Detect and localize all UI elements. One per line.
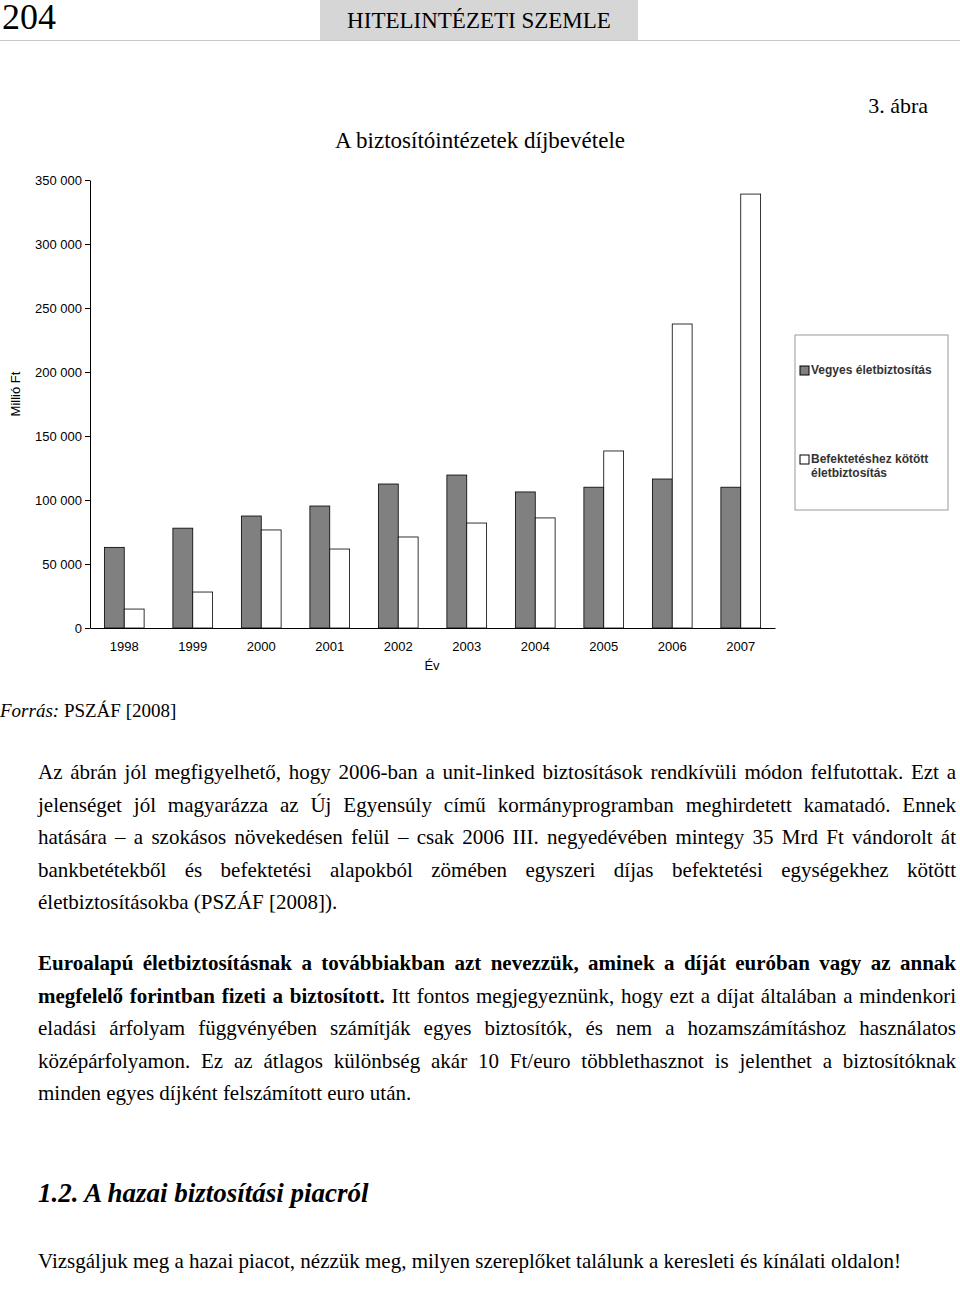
bar (604, 451, 624, 628)
bar (447, 475, 467, 628)
legend-swatch (800, 455, 809, 464)
bar (241, 516, 261, 628)
bar (173, 528, 193, 628)
y-tick: 300 000 (35, 237, 90, 252)
x-tick-label: 2007 (726, 639, 755, 654)
x-tick-label: 2004 (521, 639, 550, 654)
section-heading: 1.2. A hazai biztosítási piacról (38, 1178, 369, 1209)
y-tick-label: 150 000 (35, 429, 82, 444)
paragraph: Az ábrán jól megfigyelhető, hogy 2006-ba… (38, 756, 956, 919)
x-tick-label: 2006 (658, 639, 687, 654)
y-tick-mark (85, 180, 90, 181)
y-tick: 50 000 (42, 557, 90, 572)
y-tick: 150 000 (35, 429, 90, 444)
legend: Vegyes életbiztosítás Befektetéshez kötöt… (795, 335, 948, 510)
y-tick-label: 100 000 (35, 493, 82, 508)
x-axis: 1998 1999 2000 2001 2002 2003 2004 2005 2006 2007 (91, 628, 776, 654)
y-tick: 100 000 (35, 493, 90, 508)
y-axis: 0 50 000 100 000 150 000 200 000 250 000 300 0… (35, 173, 91, 636)
legend-label: Vegyes életbiztosítás (811, 363, 932, 377)
bar (378, 484, 398, 628)
y-tick-mark (85, 372, 90, 373)
x-tick-label: 2000 (247, 639, 276, 654)
x-axis-title: Év (424, 658, 440, 673)
x-tick-label: 2002 (384, 639, 413, 654)
bar (672, 324, 692, 628)
x-tick-label: 2003 (452, 639, 481, 654)
x-tick-label: 2001 (315, 639, 344, 654)
bar (535, 518, 555, 628)
x-tick: 1998 (110, 628, 139, 654)
figure-label: 3. ábra (868, 93, 928, 119)
bar (741, 194, 761, 628)
bar (104, 547, 124, 628)
y-tick-label: 200 000 (35, 365, 82, 380)
y-tick-mark (85, 244, 90, 245)
y-tick: 350 000 (35, 173, 90, 188)
bar (515, 492, 535, 628)
x-tick: 2003 (452, 628, 481, 654)
x-tick: 2001 (315, 628, 344, 654)
x-tick-label: 1999 (178, 639, 207, 654)
source-text: PSZÁF [2008] (64, 700, 176, 721)
x-tick: 2007 (726, 628, 755, 654)
x-tick-label: 1998 (110, 639, 139, 654)
y-tick-label: 250 000 (35, 301, 82, 316)
paragraph: Euroalapú életbiztosításnak a továbbiakb… (38, 947, 956, 1110)
source-label: Forrás: (0, 700, 59, 721)
header-rule (0, 40, 960, 41)
y-tick-mark (85, 436, 90, 437)
source: Forrás: PSZÁF [2008] (0, 700, 176, 722)
journal-name: HITELINTÉZETI SZEMLE (320, 0, 638, 40)
x-tick-label: 2005 (589, 639, 618, 654)
x-tick: 2004 (521, 628, 550, 654)
bars (104, 194, 760, 628)
y-tick: 0 (75, 621, 90, 636)
y-axis-line (90, 181, 91, 629)
bar (124, 609, 144, 628)
y-tick-mark (85, 564, 90, 565)
bar (721, 487, 741, 628)
bar (467, 523, 487, 628)
x-tick: 2006 (658, 628, 687, 654)
x-tick: 2002 (384, 628, 413, 654)
bar (398, 537, 418, 628)
x-tick: 2005 (589, 628, 618, 654)
page-number: 204 (2, 0, 56, 38)
bar (193, 592, 213, 628)
y-tick-label: 350 000 (35, 173, 82, 188)
bar (652, 479, 672, 628)
bar (310, 506, 330, 628)
y-tick: 250 000 (35, 301, 90, 316)
y-tick: 200 000 (35, 365, 90, 380)
y-tick-label: 300 000 (35, 237, 82, 252)
bar (330, 549, 350, 628)
x-tick: 1999 (178, 628, 207, 654)
x-axis-line (91, 628, 776, 629)
chart-title: A biztosítóintézetek díjbevétele (335, 128, 625, 153)
y-tick-label: 0 (75, 621, 82, 636)
paragraph: Vizsgáljuk meg a hazai piacot, nézzük me… (38, 1245, 956, 1278)
y-axis-title: Millió Ft (8, 371, 23, 416)
chart: A biztosítóintézetek díjbevétele 0 50 000 1… (0, 0, 960, 700)
x-tick: 2000 (247, 628, 276, 654)
legend-label: Befektetéshez kötöttéletbiztosítás (811, 452, 928, 480)
y-tick-mark (85, 500, 90, 501)
bar (261, 530, 281, 628)
y-tick-mark (85, 308, 90, 309)
legend-box (795, 335, 948, 510)
legend-swatch (800, 366, 809, 375)
y-tick-mark (85, 628, 90, 629)
bar (584, 487, 604, 628)
y-tick-label: 50 000 (42, 557, 82, 572)
